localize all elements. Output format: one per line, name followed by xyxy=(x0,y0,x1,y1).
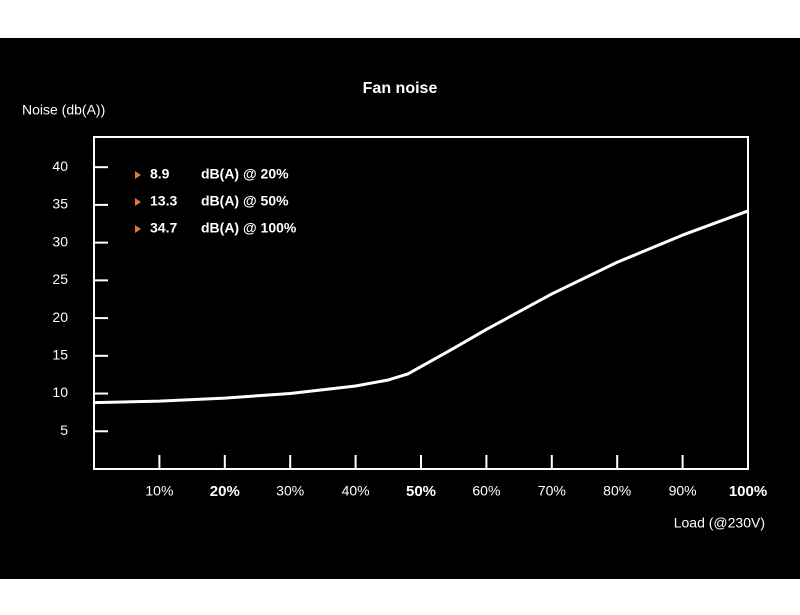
x-tick-label: 50% xyxy=(406,483,436,500)
annotation-text: dB(A) @ 100% xyxy=(201,220,297,236)
x-tick-label: 30% xyxy=(276,483,304,499)
y-tick-label: 40 xyxy=(52,158,68,174)
y-axis-label: Noise (db(A)) xyxy=(22,102,105,118)
x-tick-label: 60% xyxy=(472,483,500,499)
y-tick-label: 10 xyxy=(52,384,68,400)
annotation-value: 13.3 xyxy=(150,193,177,209)
annotation-marker xyxy=(135,171,141,179)
y-tick-label: 15 xyxy=(52,347,68,363)
annotation-value: 34.7 xyxy=(150,220,177,236)
annotation-marker xyxy=(135,225,141,233)
annotation-marker xyxy=(135,198,141,206)
annotation-value: 8.9 xyxy=(150,166,170,182)
x-axis-label: Load (@230V) xyxy=(674,515,765,531)
chart-title: Fan noise xyxy=(363,80,438,97)
line xyxy=(93,209,749,405)
x-tick-label: 90% xyxy=(669,483,697,499)
annotation-text: dB(A) @ 20% xyxy=(201,166,289,182)
x-tick-label: 100% xyxy=(729,483,767,500)
y-tick-label: 5 xyxy=(60,422,68,438)
background xyxy=(0,38,800,579)
x-tick-label: 70% xyxy=(538,483,566,499)
y-tick-label: 35 xyxy=(52,196,68,212)
x-tick-label: 40% xyxy=(342,483,370,499)
x-tick-label: 80% xyxy=(603,483,631,499)
x-tick-label: 20% xyxy=(210,483,240,500)
y-tick-label: 25 xyxy=(52,271,68,287)
annotation-text: dB(A) @ 50% xyxy=(201,193,289,209)
y-tick-label: 20 xyxy=(52,309,68,325)
x-tick-label: 10% xyxy=(145,483,173,499)
y-tick-label: 30 xyxy=(52,233,68,249)
